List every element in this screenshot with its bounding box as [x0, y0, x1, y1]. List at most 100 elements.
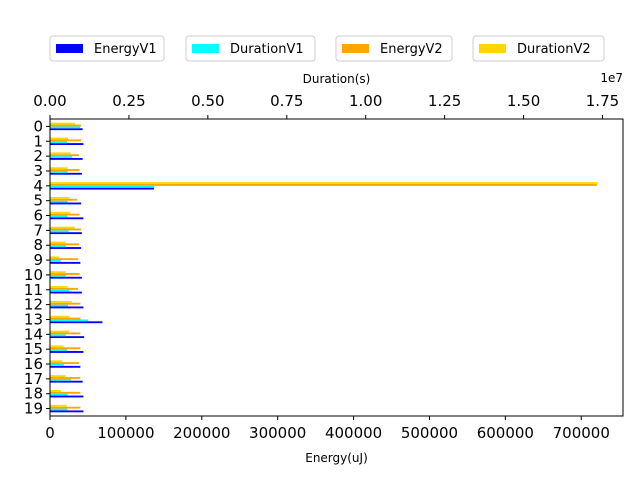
bar-DurationV2-12 [50, 301, 72, 303]
top-tick-label: 1.00 [349, 92, 382, 110]
bar-DurationV2-11 [50, 286, 68, 288]
bar-DurationV1-9 [50, 260, 61, 262]
bar-EnergyV2-11 [50, 288, 78, 290]
top-axis-multiplier: 1e7 [600, 71, 623, 85]
legend-swatch-DurationV2 [479, 44, 506, 53]
bottom-tick-label: 700000 [553, 424, 610, 442]
bar-DurationV2-3 [50, 167, 68, 169]
bar-EnergyV1-17 [50, 381, 83, 383]
bar-DurationV1-11 [50, 290, 69, 292]
bar-DurationV1-15 [50, 349, 67, 351]
bar-EnergyV2-17 [50, 377, 80, 379]
legend-label-EnergyV2: EnergyV2 [380, 42, 443, 57]
legend: EnergyV1 DurationV1 EnergyV2 DurationV2 [50, 36, 604, 61]
bar-DurationV1-5 [50, 201, 68, 203]
bottom-tick-label: 300000 [249, 424, 306, 442]
bar-EnergyV2-14 [50, 332, 80, 334]
top-tick-label: 1.75 [586, 92, 619, 110]
bar-EnergyV2-12 [50, 303, 80, 305]
bar-DurationV1-8 [50, 245, 66, 247]
legend-swatch-EnergyV1 [56, 44, 83, 53]
bar-EnergyV1-11 [50, 292, 82, 294]
bar-EnergyV2-4 [50, 184, 597, 186]
bar-DurationV1-6 [50, 216, 67, 218]
bar-EnergyV2-13 [50, 318, 80, 320]
bottom-tick-label: 100000 [97, 424, 154, 442]
bar-DurationV2-1 [50, 138, 68, 140]
bottom-tick-label: 600000 [477, 424, 534, 442]
bar-DurationV2-13 [50, 316, 70, 318]
bar-DurationV2-14 [50, 331, 69, 333]
bar-EnergyV2-6 [50, 214, 80, 216]
top-tick-label: 0.25 [112, 92, 145, 110]
legend-swatch-EnergyV2 [342, 44, 369, 53]
bar-EnergyV2-16 [50, 362, 79, 364]
top-axis-title: Duration(s) [303, 72, 371, 86]
bar-DurationV2-7 [50, 227, 75, 229]
bar-DurationV1-17 [50, 379, 71, 381]
bar-EnergyV1-13 [50, 321, 102, 323]
bar-EnergyV2-8 [50, 243, 79, 245]
bar-EnergyV1-8 [50, 247, 81, 249]
bar-EnergyV2-10 [50, 273, 80, 275]
bar-EnergyV1-4 [50, 188, 154, 190]
bar-EnergyV1-12 [50, 306, 83, 308]
bar-EnergyV2-7 [50, 229, 81, 231]
bar-DurationV2-2 [50, 152, 71, 154]
bar-EnergyV1-1 [50, 143, 83, 145]
bottom-tick-label: 200000 [173, 424, 230, 442]
bar-DurationV1-3 [50, 171, 68, 173]
axes: 0 100000 200000 300000 400000 500000 600000 700… [24, 92, 619, 442]
bar-DurationV1-4 [50, 186, 154, 188]
bar-DurationV1-10 [50, 275, 66, 277]
bar-DurationV2-18 [50, 390, 61, 392]
top-tick-label: 0.00 [33, 92, 66, 110]
bar-EnergyV1-14 [50, 336, 84, 338]
legend-label-EnergyV1: EnergyV1 [94, 42, 157, 57]
bar-DurationV1-13 [50, 319, 88, 321]
bar-EnergyV1-7 [50, 232, 82, 234]
bar-EnergyV2-0 [50, 125, 81, 127]
bar-DurationV2-17 [50, 375, 65, 377]
top-tick-label: 0.75 [270, 92, 303, 110]
top-tick-label: 1.25 [428, 92, 461, 110]
bar-DurationV1-7 [50, 230, 69, 232]
bar-DurationV1-12 [50, 305, 68, 307]
y-tick-label: 19 [24, 400, 43, 418]
bottom-tick-label: 400000 [325, 424, 382, 442]
bar-DurationV1-19 [50, 409, 67, 411]
bar-EnergyV1-16 [50, 366, 80, 368]
bar-EnergyV1-15 [50, 351, 83, 353]
bar-EnergyV1-9 [50, 262, 80, 264]
bar-EnergyV1-6 [50, 217, 83, 219]
bottom-axis-title: Energy(uJ) [305, 451, 368, 465]
bar-EnergyV1-18 [50, 396, 83, 398]
bar-DurationV1-1 [50, 141, 67, 143]
bar-DurationV2-0 [50, 123, 75, 125]
top-tick-label: 1.50 [507, 92, 540, 110]
bar-DurationV2-4 [50, 182, 598, 184]
bar-EnergyV2-2 [50, 154, 79, 156]
legend-label-DurationV1: DurationV1 [230, 42, 304, 57]
bar-EnergyV1-0 [50, 128, 83, 130]
bar-EnergyV1-3 [50, 173, 82, 175]
bar-DurationV2-6 [50, 212, 70, 214]
bar-EnergyV1-10 [50, 277, 82, 279]
bar-EnergyV2-9 [50, 258, 78, 260]
bottom-tick-label: 500000 [401, 424, 458, 442]
legend-label-DurationV2: DurationV2 [517, 42, 591, 57]
bars [50, 123, 598, 413]
bar-EnergyV2-1 [50, 139, 81, 141]
legend-swatch-DurationV1 [192, 44, 219, 53]
plot-frame [50, 119, 623, 416]
bar-EnergyV1-19 [50, 410, 83, 412]
bar-EnergyV1-2 [50, 158, 83, 160]
bottom-tick-label: 0 [45, 424, 55, 442]
bar-DurationV2-16 [50, 360, 62, 362]
bar-DurationV1-0 [50, 126, 80, 128]
bar-DurationV2-8 [50, 242, 65, 244]
bar-DurationV1-16 [50, 364, 64, 366]
bar-EnergyV2-18 [50, 392, 80, 394]
bar-EnergyV2-3 [50, 169, 80, 171]
